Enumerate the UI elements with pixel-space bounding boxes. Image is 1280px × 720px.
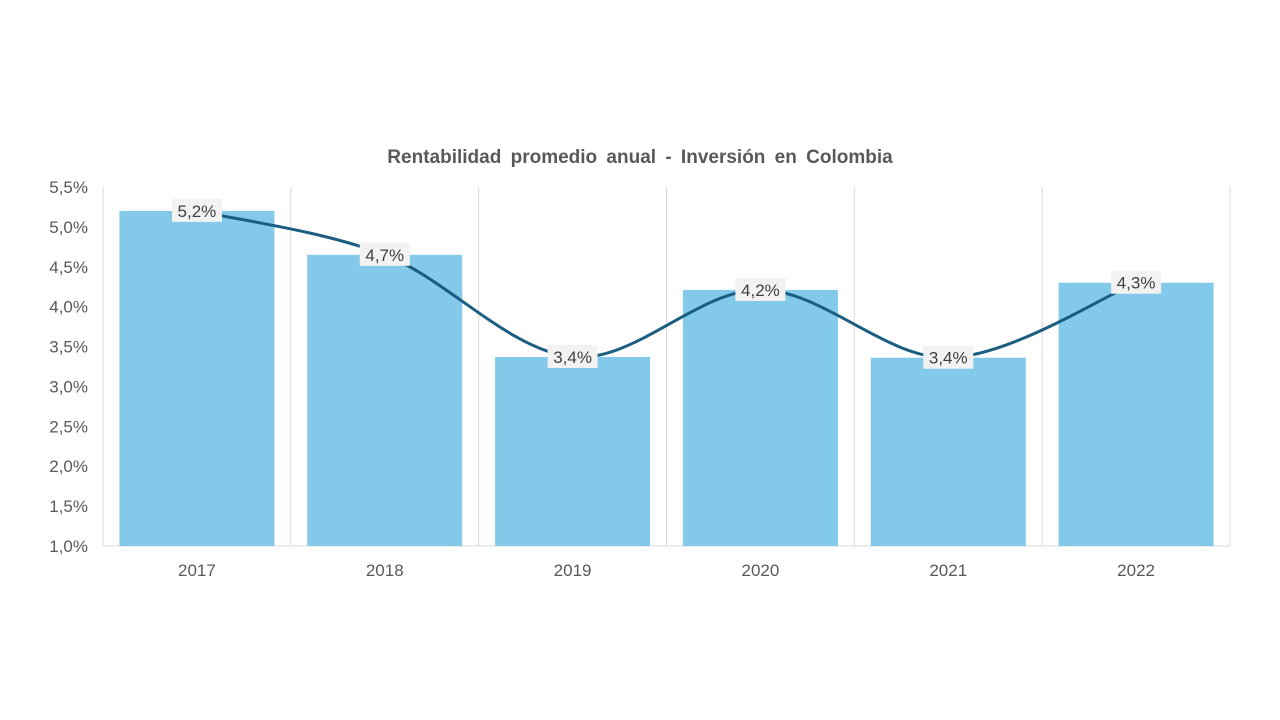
y-tick-label: 2,5% bbox=[49, 417, 88, 436]
bar bbox=[119, 210, 275, 546]
y-tick-label: 1,0% bbox=[49, 537, 88, 556]
x-tick-label: 2021 bbox=[929, 561, 967, 580]
y-tick-label: 5,5% bbox=[49, 178, 88, 197]
data-label-bg bbox=[923, 345, 974, 369]
y-tick-label: 4,5% bbox=[49, 258, 88, 277]
bar bbox=[870, 357, 1026, 546]
data-label-bg bbox=[1111, 270, 1162, 294]
y-tick-label: 3,5% bbox=[49, 338, 88, 357]
x-tick-label: 2019 bbox=[554, 561, 592, 580]
bar bbox=[682, 289, 838, 546]
bar bbox=[1058, 282, 1214, 546]
y-tick-label: 2,0% bbox=[49, 457, 88, 476]
y-tick-label: 5,0% bbox=[49, 218, 88, 237]
x-tick-label: 2020 bbox=[742, 561, 780, 580]
y-tick-label: 3,0% bbox=[49, 377, 88, 396]
data-label-bg bbox=[359, 242, 410, 266]
y-tick-label: 1,5% bbox=[49, 497, 88, 516]
data-label-bg bbox=[547, 344, 598, 368]
data-label: 4,2% bbox=[741, 281, 780, 300]
data-label: 3,4% bbox=[553, 348, 592, 367]
data-label: 3,4% bbox=[929, 349, 968, 368]
x-tick-label: 2017 bbox=[178, 561, 216, 580]
data-label: 4,7% bbox=[365, 246, 404, 265]
data-label-bg bbox=[735, 277, 786, 301]
chart-title: Rentabilidad promedio anual - Inversión … bbox=[387, 147, 893, 168]
bar bbox=[495, 356, 651, 546]
data-label: 4,3% bbox=[1117, 274, 1156, 293]
x-tick-label: 2022 bbox=[1117, 561, 1155, 580]
y-tick-label: 4,0% bbox=[49, 298, 88, 317]
bar bbox=[307, 254, 463, 547]
x-tick-label: 2018 bbox=[366, 561, 404, 580]
data-label: 5,2% bbox=[178, 202, 217, 221]
data-label-bg bbox=[171, 198, 222, 222]
